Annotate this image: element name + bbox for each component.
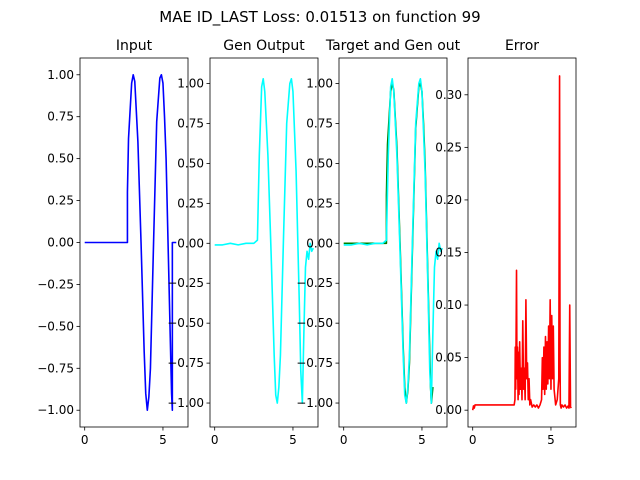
axes-frame-3 <box>338 57 448 428</box>
subplot-2: Gen Output 0 5 <box>206 38 319 447</box>
x-tick-label: 0 <box>211 433 219 447</box>
y-tick-label: −0.25 <box>167 276 204 290</box>
y-tick-label: 0.25 <box>306 196 333 210</box>
x-tick-label: 0 <box>340 433 348 447</box>
y-tick-label: 0.30 <box>435 88 462 102</box>
x-tick-label: 5 <box>159 433 167 447</box>
y-tick-label: 1.00 <box>306 77 333 91</box>
y-tick-label: 0.50 <box>177 156 204 170</box>
y-tick-label: −0.50 <box>37 319 74 333</box>
series-line-2-1 <box>214 77 315 404</box>
x-tick-label: 5 <box>547 433 555 447</box>
y-tick-label: 0.00 <box>306 236 333 250</box>
y-tick-label: −1.00 <box>296 396 333 410</box>
subplot-title-1: Input <box>116 38 153 54</box>
series-line-3-2 <box>343 77 444 404</box>
y-tick-label: 0.75 <box>47 110 74 124</box>
y-tick-label: 0.25 <box>177 196 204 210</box>
y-tick-label: 0.00 <box>177 236 204 250</box>
subplot-title-2: Gen Output <box>223 38 305 54</box>
y-tick-label: 0.10 <box>435 298 462 312</box>
axes-frame-4 <box>467 57 577 428</box>
x-tick-label: 0 <box>469 433 477 447</box>
y-tick-label: −0.75 <box>167 356 204 370</box>
x-tick-label: 5 <box>418 433 426 447</box>
subplot-title-4: Error <box>505 38 539 54</box>
series-line-1-1 <box>84 73 177 412</box>
y-tick-label: 0.25 <box>47 194 74 208</box>
y-tick-label: −0.50 <box>167 316 204 330</box>
x-tick-label: 5 <box>289 433 297 447</box>
y-tick-label: 0.20 <box>435 193 462 207</box>
figure-suptitle: MAE ID_LAST Loss: 0.01513 on function 99 <box>159 8 480 27</box>
y-tick-label: 0.75 <box>177 116 204 130</box>
y-tick-label: 0.25 <box>435 140 462 154</box>
y-tick-label: 0.75 <box>306 116 333 130</box>
axes-frame-2 <box>209 57 319 428</box>
y-tick-label: −0.75 <box>37 361 74 375</box>
y-tick-label: −0.50 <box>296 316 333 330</box>
subplot-3: Target and Gen out 0 5 <box>325 38 461 447</box>
subplot-title-3: Target and Gen out <box>325 38 461 54</box>
y-tick-label: 0.50 <box>306 156 333 170</box>
y-tick-label: −0.75 <box>296 356 333 370</box>
y-tick-label: 1.00 <box>177 77 204 91</box>
y-tick-label: 0.00 <box>435 403 462 417</box>
subplot-4: Error 0 5 <box>464 38 577 447</box>
x-tick-label: 0 <box>81 433 89 447</box>
y-tick-label: 0.50 <box>47 152 74 166</box>
y-tick-label: −0.25 <box>37 277 74 291</box>
series-line-4-1 <box>471 75 572 411</box>
y-tick-label: 0.15 <box>435 245 462 259</box>
y-tick-label: −1.00 <box>167 396 204 410</box>
y-tick-label: −0.25 <box>296 276 333 290</box>
y-tick-label: 1.00 <box>47 68 74 82</box>
y-tick-label: 0.05 <box>435 351 462 365</box>
y-tick-label: −1.00 <box>37 403 74 417</box>
y-tick-label: 0.00 <box>47 236 74 250</box>
subplot-1: Input 0 5 <box>76 38 189 447</box>
